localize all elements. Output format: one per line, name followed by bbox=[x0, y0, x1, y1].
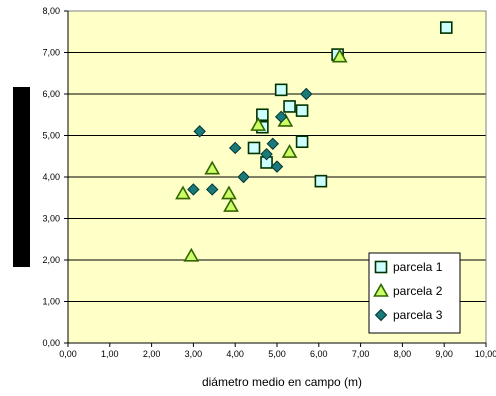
data-point-square bbox=[274, 83, 288, 97]
data-point-triangle bbox=[281, 143, 298, 158]
data-point-square bbox=[314, 174, 328, 188]
x-tick-label: 8,00 bbox=[394, 349, 412, 359]
x-tick-label: 0,00 bbox=[59, 349, 77, 359]
data-point-square bbox=[256, 108, 269, 122]
x-tick-label: 6,00 bbox=[310, 349, 328, 359]
data-point-triangle bbox=[175, 185, 191, 200]
data-point-square bbox=[247, 141, 261, 155]
data-point-triangle bbox=[250, 116, 267, 131]
data-point-triangle bbox=[331, 48, 348, 63]
y-tick-label: 2,00 bbox=[42, 255, 60, 265]
data-point-square bbox=[295, 104, 309, 117]
data-point-square bbox=[295, 135, 309, 149]
legend-label: parcela 2 bbox=[393, 284, 443, 298]
data-point-triangle bbox=[223, 197, 239, 212]
data-point-diamond bbox=[260, 147, 273, 161]
legend-marker-square bbox=[374, 260, 388, 274]
y-tick-label: 5,00 bbox=[42, 131, 60, 141]
y-tick-label: 1,00 bbox=[42, 297, 60, 307]
data-point-square bbox=[439, 21, 453, 34]
y-tick-label: 8,00 bbox=[42, 6, 60, 16]
data-point-diamond bbox=[228, 141, 242, 155]
data-point-diamond bbox=[237, 170, 250, 184]
x-tick-label: 1,00 bbox=[101, 349, 119, 359]
y-axis-ticks: 0,00 1,00 2,00 3,00 4,00 5,00 6,00 7,00 8,00 bbox=[42, 6, 68, 348]
y-tick-label: 0,00 bbox=[42, 338, 60, 348]
x-tick-label: 5,00 bbox=[268, 349, 286, 359]
data-point-triangle bbox=[221, 185, 237, 200]
data-point-diamond bbox=[266, 137, 280, 151]
data-point-diamond bbox=[206, 183, 219, 196]
data-point-square bbox=[283, 100, 296, 113]
legend-label: parcela 1 bbox=[393, 260, 443, 274]
data-point-triangle bbox=[183, 247, 200, 262]
x-axis-title: diámetro medio en campo (m) bbox=[202, 375, 362, 389]
data-point-diamond bbox=[270, 160, 284, 173]
data-point-diamond bbox=[187, 183, 200, 196]
data-point-diamond bbox=[193, 125, 206, 138]
x-tick-label: 10,00 bbox=[475, 349, 496, 359]
x-tick-label: 9,00 bbox=[435, 349, 453, 359]
legend-item: parcela 2 bbox=[373, 282, 443, 298]
series-2 bbox=[175, 48, 348, 262]
x-tick-label: 4,00 bbox=[226, 349, 244, 359]
y-axis-title-redacted bbox=[13, 87, 30, 267]
legend-marker-diamond bbox=[374, 308, 388, 322]
x-tick-label: 3,00 bbox=[185, 349, 203, 359]
data-points bbox=[175, 21, 453, 262]
y-tick-label: 4,00 bbox=[42, 172, 60, 182]
legend-item: parcela 1 bbox=[374, 260, 443, 274]
y-tick-label: 3,00 bbox=[42, 214, 60, 224]
y-tick-label: 7,00 bbox=[42, 48, 60, 58]
data-point-diamond bbox=[274, 110, 288, 124]
data-point-triangle bbox=[204, 160, 221, 175]
legend-item: parcela 3 bbox=[374, 308, 443, 322]
data-point-diamond bbox=[300, 87, 313, 101]
legend-marker-triangle bbox=[373, 282, 389, 297]
y-tick-label: 6,00 bbox=[42, 89, 60, 99]
legend-label: parcela 3 bbox=[393, 308, 443, 322]
legend: parcela 1 parcela 2 parcela 3 bbox=[368, 252, 461, 334]
series-3 bbox=[187, 87, 313, 196]
x-axis-ticks: 0,00 1,00 2,00 3,00 4,00 5,00 6,00 7,00 8,00 9,00… bbox=[59, 11, 496, 359]
x-tick-label: 7,00 bbox=[352, 349, 370, 359]
x-tick-label: 2,00 bbox=[143, 349, 161, 359]
